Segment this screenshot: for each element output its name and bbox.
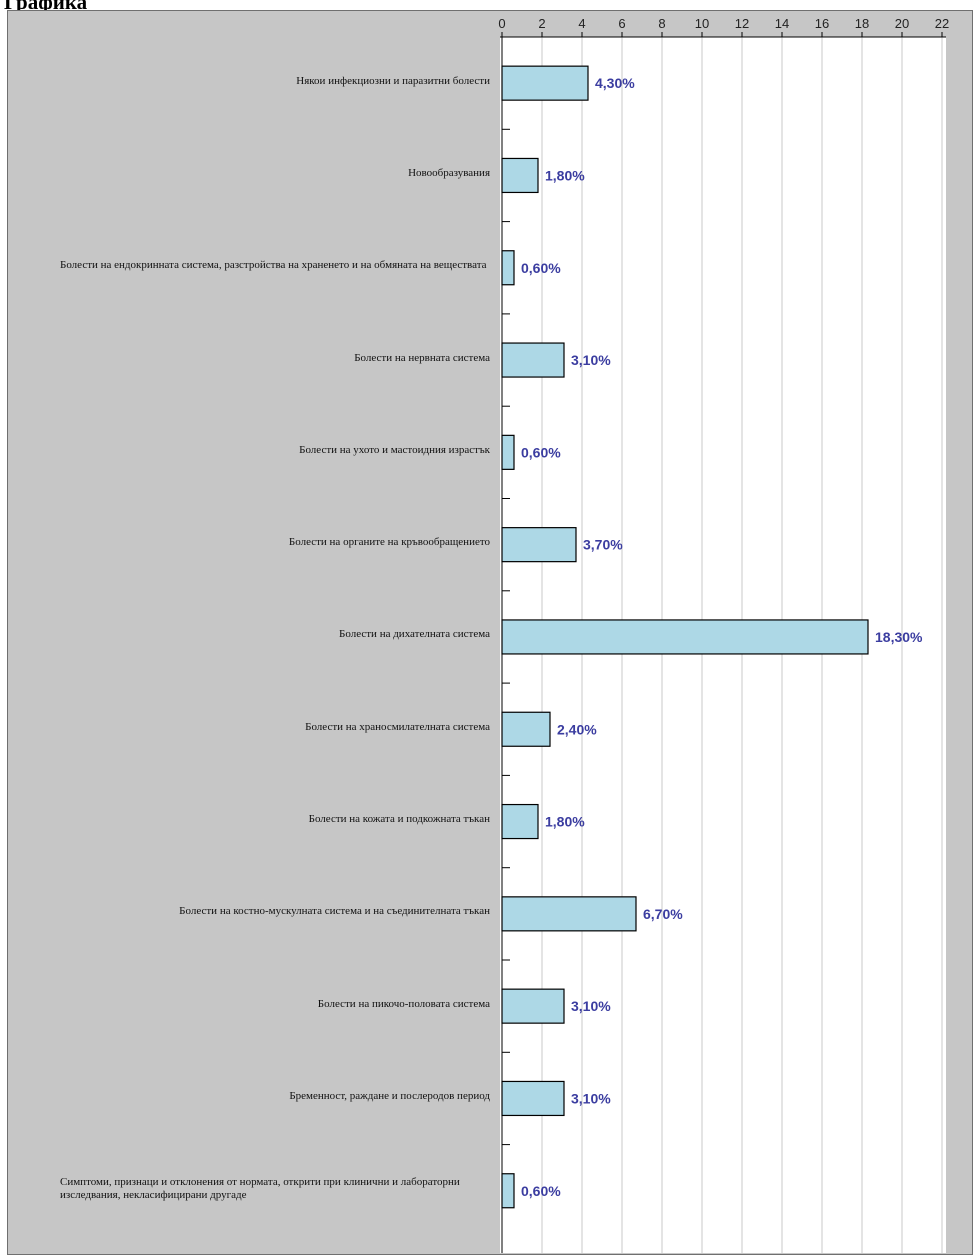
category-label: Болести на кожата и подкожната тъкан bbox=[308, 813, 490, 826]
bar bbox=[501, 250, 515, 286]
category-label: Болести на дихателната система bbox=[339, 628, 490, 641]
category-label: Някои инфекциозни и паразитни болести bbox=[296, 74, 490, 87]
page-heading: Графика bbox=[4, 0, 88, 14]
category-label: Бременност, раждане и послеродов период bbox=[289, 1089, 490, 1102]
data-label: 3,10% bbox=[571, 1090, 611, 1106]
data-label: 3,10% bbox=[571, 352, 611, 368]
category-label: Болести на храносмилателната система bbox=[305, 720, 490, 733]
data-label: 3,70% bbox=[583, 537, 623, 553]
x-tick-label: 22 bbox=[935, 16, 949, 31]
data-label: 4,30% bbox=[595, 75, 635, 91]
bar bbox=[501, 619, 869, 655]
category-label: Симптоми, признаци и отклонения от норма… bbox=[60, 1175, 460, 1201]
bar bbox=[501, 65, 589, 101]
bar bbox=[501, 988, 565, 1024]
x-tick-label: 6 bbox=[618, 16, 625, 31]
data-label: 0,60% bbox=[521, 1183, 561, 1199]
data-label: 1,80% bbox=[545, 814, 585, 830]
x-tick-label: 0 bbox=[498, 16, 505, 31]
data-label: 1,80% bbox=[545, 167, 585, 183]
x-tick-label: 10 bbox=[695, 16, 709, 31]
x-tick-label: 8 bbox=[658, 16, 665, 31]
x-tick-label: 20 bbox=[895, 16, 909, 31]
bar bbox=[501, 711, 551, 747]
data-label: 0,60% bbox=[521, 444, 561, 460]
bar bbox=[501, 1173, 515, 1209]
bar bbox=[501, 803, 539, 840]
data-label: 2,40% bbox=[557, 721, 597, 737]
bar bbox=[501, 342, 565, 378]
bar bbox=[501, 157, 539, 194]
category-label: Болести на ендокринната система, разстро… bbox=[60, 259, 487, 272]
data-label: 3,10% bbox=[571, 998, 611, 1014]
category-label: Болести на нервната система bbox=[354, 351, 490, 364]
x-tick-label: 18 bbox=[855, 16, 869, 31]
data-label: 0,60% bbox=[521, 260, 561, 276]
x-tick-label: 16 bbox=[815, 16, 829, 31]
bar bbox=[501, 1080, 565, 1117]
category-label: Болести на пикочо-половата система bbox=[317, 997, 490, 1010]
category-label: Болести на костно-мускулната система и н… bbox=[179, 905, 490, 918]
category-label: Болести на ухото и мастоидния израстък bbox=[299, 443, 490, 456]
data-label: 6,70% bbox=[643, 906, 683, 922]
x-tick-label: 2 bbox=[538, 16, 545, 31]
bar bbox=[501, 896, 637, 932]
x-tick-label: 14 bbox=[775, 16, 789, 31]
bar bbox=[501, 527, 577, 563]
category-label: Болести на органите на кръвообращението bbox=[288, 536, 490, 549]
x-tick-label: 12 bbox=[735, 16, 749, 31]
bar bbox=[501, 434, 515, 470]
data-label: 18,30% bbox=[875, 629, 923, 645]
category-label: Новообразувания bbox=[408, 166, 490, 179]
x-tick-label: 4 bbox=[578, 16, 585, 31]
